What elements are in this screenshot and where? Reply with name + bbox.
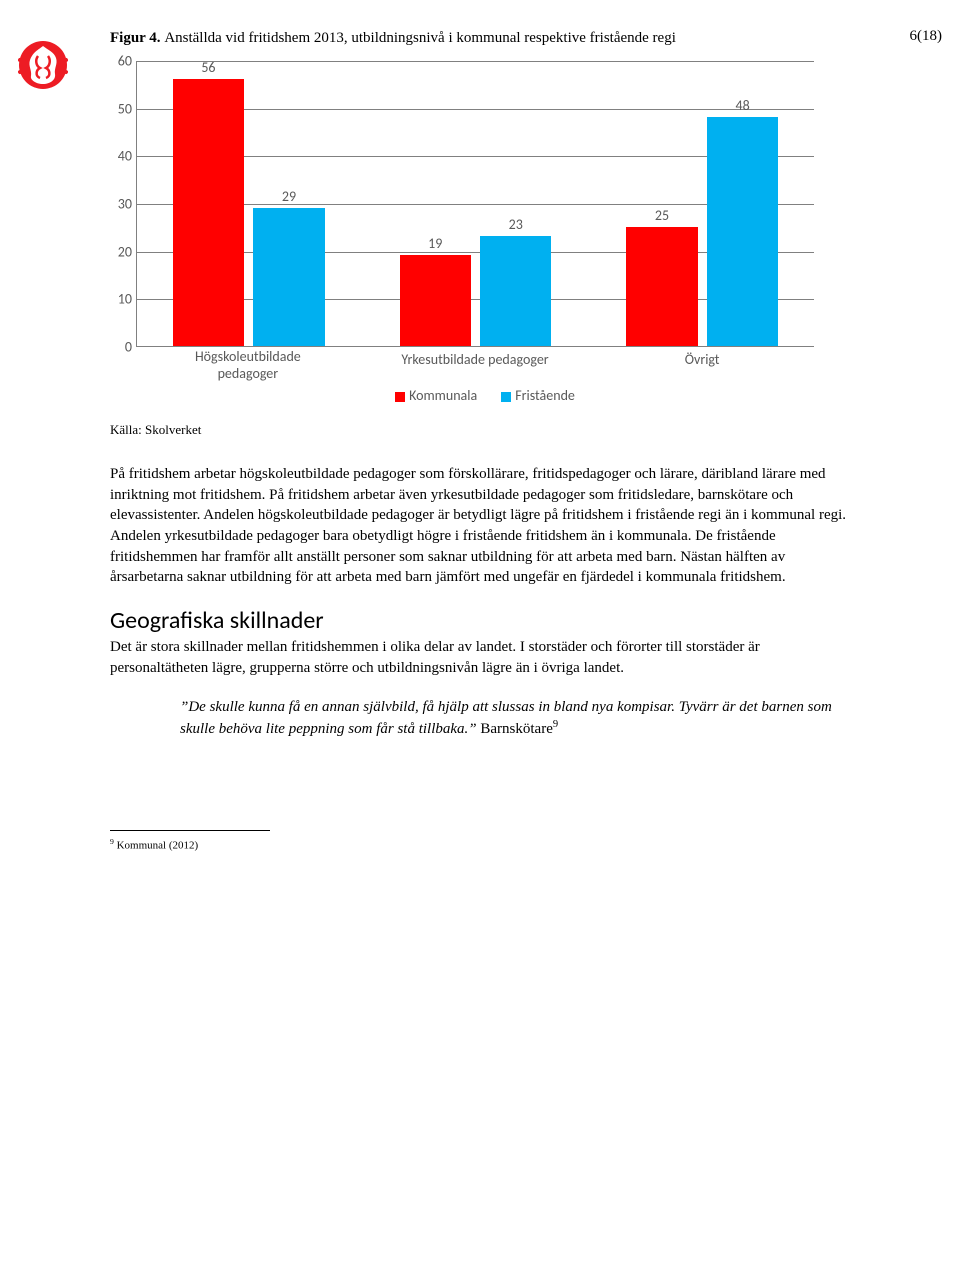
footnote-rule <box>110 830 270 831</box>
legend-item: Kommunala <box>395 387 477 404</box>
legend-swatch-icon <box>395 392 405 402</box>
bar-value-label: 56 <box>173 59 244 76</box>
page-number: 6(18) <box>910 28 943 45</box>
quote-attribution: Barnskötare9 <box>480 721 558 737</box>
bar-value-label: 48 <box>707 97 778 114</box>
legend-item: Fristående <box>501 387 575 404</box>
y-axis-tick: 40 <box>102 148 132 165</box>
x-axis-label: Övrigt <box>685 352 720 369</box>
pull-quote: ”De skulle kunna få en annan självbild, … <box>180 697 840 740</box>
bar-value-label: 19 <box>400 235 471 252</box>
body-paragraph-2: Det är stora skillnader mellan fritidshe… <box>110 637 860 678</box>
y-axis-tick: 30 <box>102 196 132 213</box>
bar-value-label: 23 <box>480 216 551 233</box>
figure-caption: Anställda vid fritidshem 2013, utbildnin… <box>164 30 676 46</box>
x-axis-label: Yrkesutbildade pedagoger <box>401 352 548 369</box>
bar-chart: 562919232548 0102030405060Högskoleutbild… <box>110 53 860 404</box>
party-logo-icon <box>18 40 68 90</box>
legend-swatch-icon <box>501 392 511 402</box>
footnote: 9 Kommunal (2012) <box>110 837 860 852</box>
bar: 19 <box>400 255 471 346</box>
x-axis-label: Högskoleutbildadepedagoger <box>195 349 301 383</box>
bar: 25 <box>626 227 697 346</box>
chart-source: Källa: Skolverket <box>110 422 860 438</box>
bar-value-label: 29 <box>253 188 324 205</box>
bar: 29 <box>253 208 324 346</box>
body-paragraph-1: På fritidshem arbetar högskoleutbildade … <box>110 464 860 588</box>
y-axis-tick: 50 <box>102 100 132 117</box>
chart-legend: Kommunala Fristående <box>110 387 860 404</box>
figure-title: Figur 4. Anställda vid fritidshem 2013, … <box>110 30 860 47</box>
bar: 48 <box>707 117 778 346</box>
y-axis-tick: 60 <box>102 53 132 70</box>
y-axis-tick: 20 <box>102 243 132 260</box>
y-axis-tick: 10 <box>102 291 132 308</box>
bar: 23 <box>480 236 551 346</box>
y-axis-tick: 0 <box>102 339 132 356</box>
bar-value-label: 25 <box>626 207 697 224</box>
bar: 56 <box>173 79 244 346</box>
figure-label: Figur 4. <box>110 30 161 46</box>
section-heading: Geografiska skillnader <box>110 606 860 635</box>
